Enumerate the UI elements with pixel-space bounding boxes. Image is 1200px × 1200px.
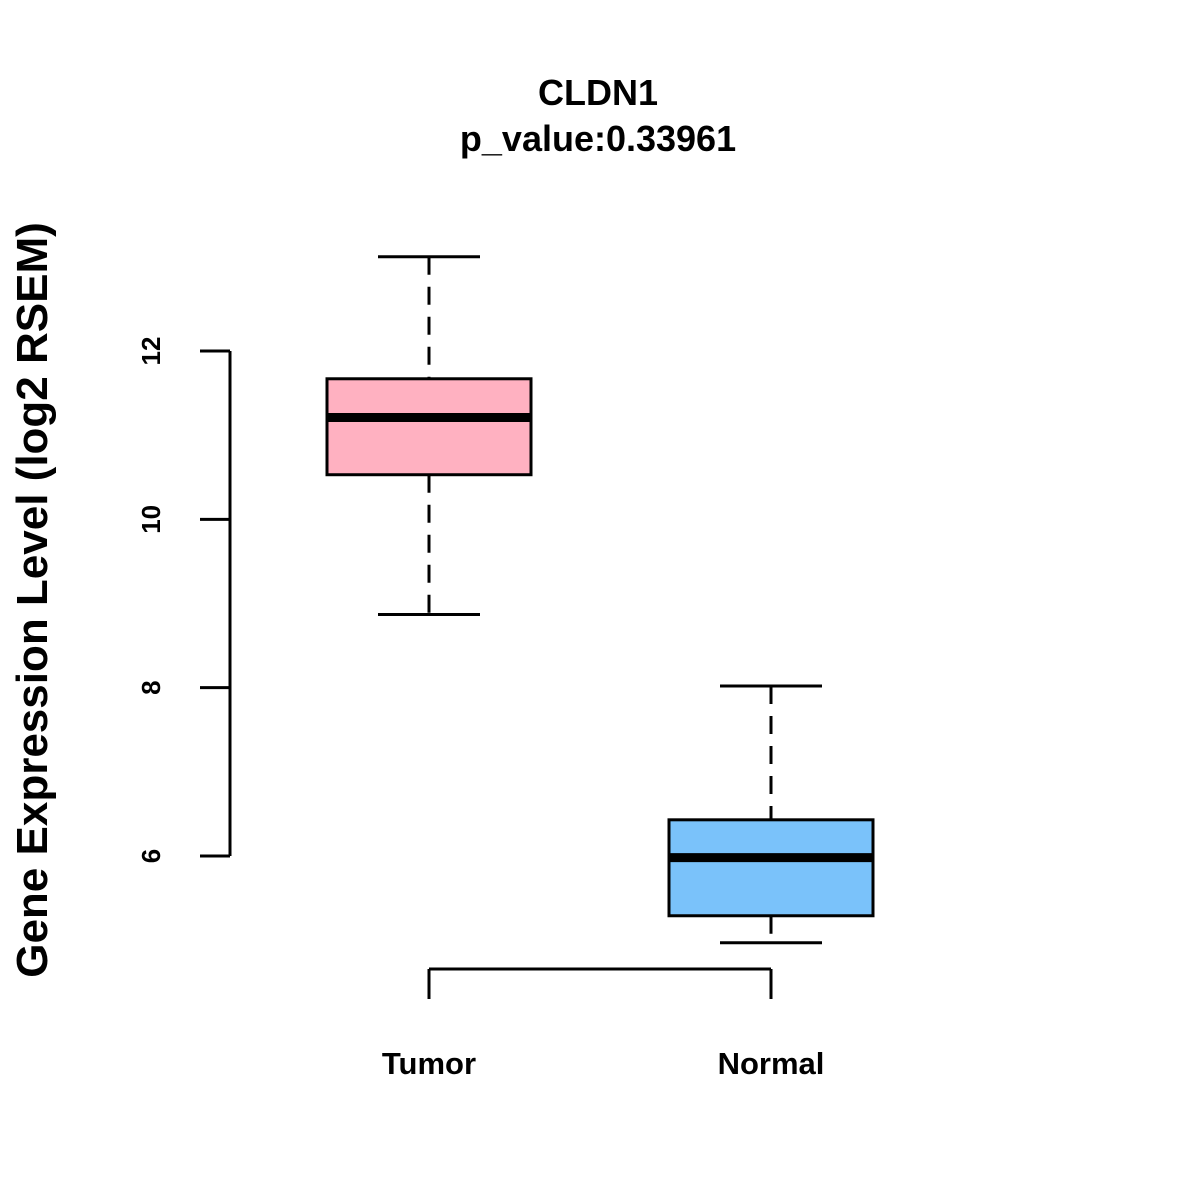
- x-tick-label: Normal: [718, 1046, 825, 1081]
- y-tick-label: 12: [136, 337, 166, 366]
- box-tumor: [325, 255, 533, 616]
- x-tick-label: Tumor: [382, 1046, 476, 1081]
- y-axis-label: Gene Expression Level (log2 RSEM): [8, 222, 57, 978]
- box-normal: [667, 684, 875, 945]
- chart-title: CLDN1: [538, 72, 658, 113]
- x-axis: Tumor Normal: [382, 967, 825, 1081]
- iqr-box: [325, 377, 533, 477]
- y-axis: 6 8 10 12: [136, 337, 232, 863]
- y-tick-label: 8: [136, 680, 166, 694]
- boxes: [325, 255, 875, 945]
- chart-subtitle: p_value:0.33961: [460, 118, 736, 159]
- y-tick-label: 10: [136, 505, 166, 534]
- iqr-box: [667, 818, 875, 918]
- y-tick-label: 6: [136, 849, 166, 863]
